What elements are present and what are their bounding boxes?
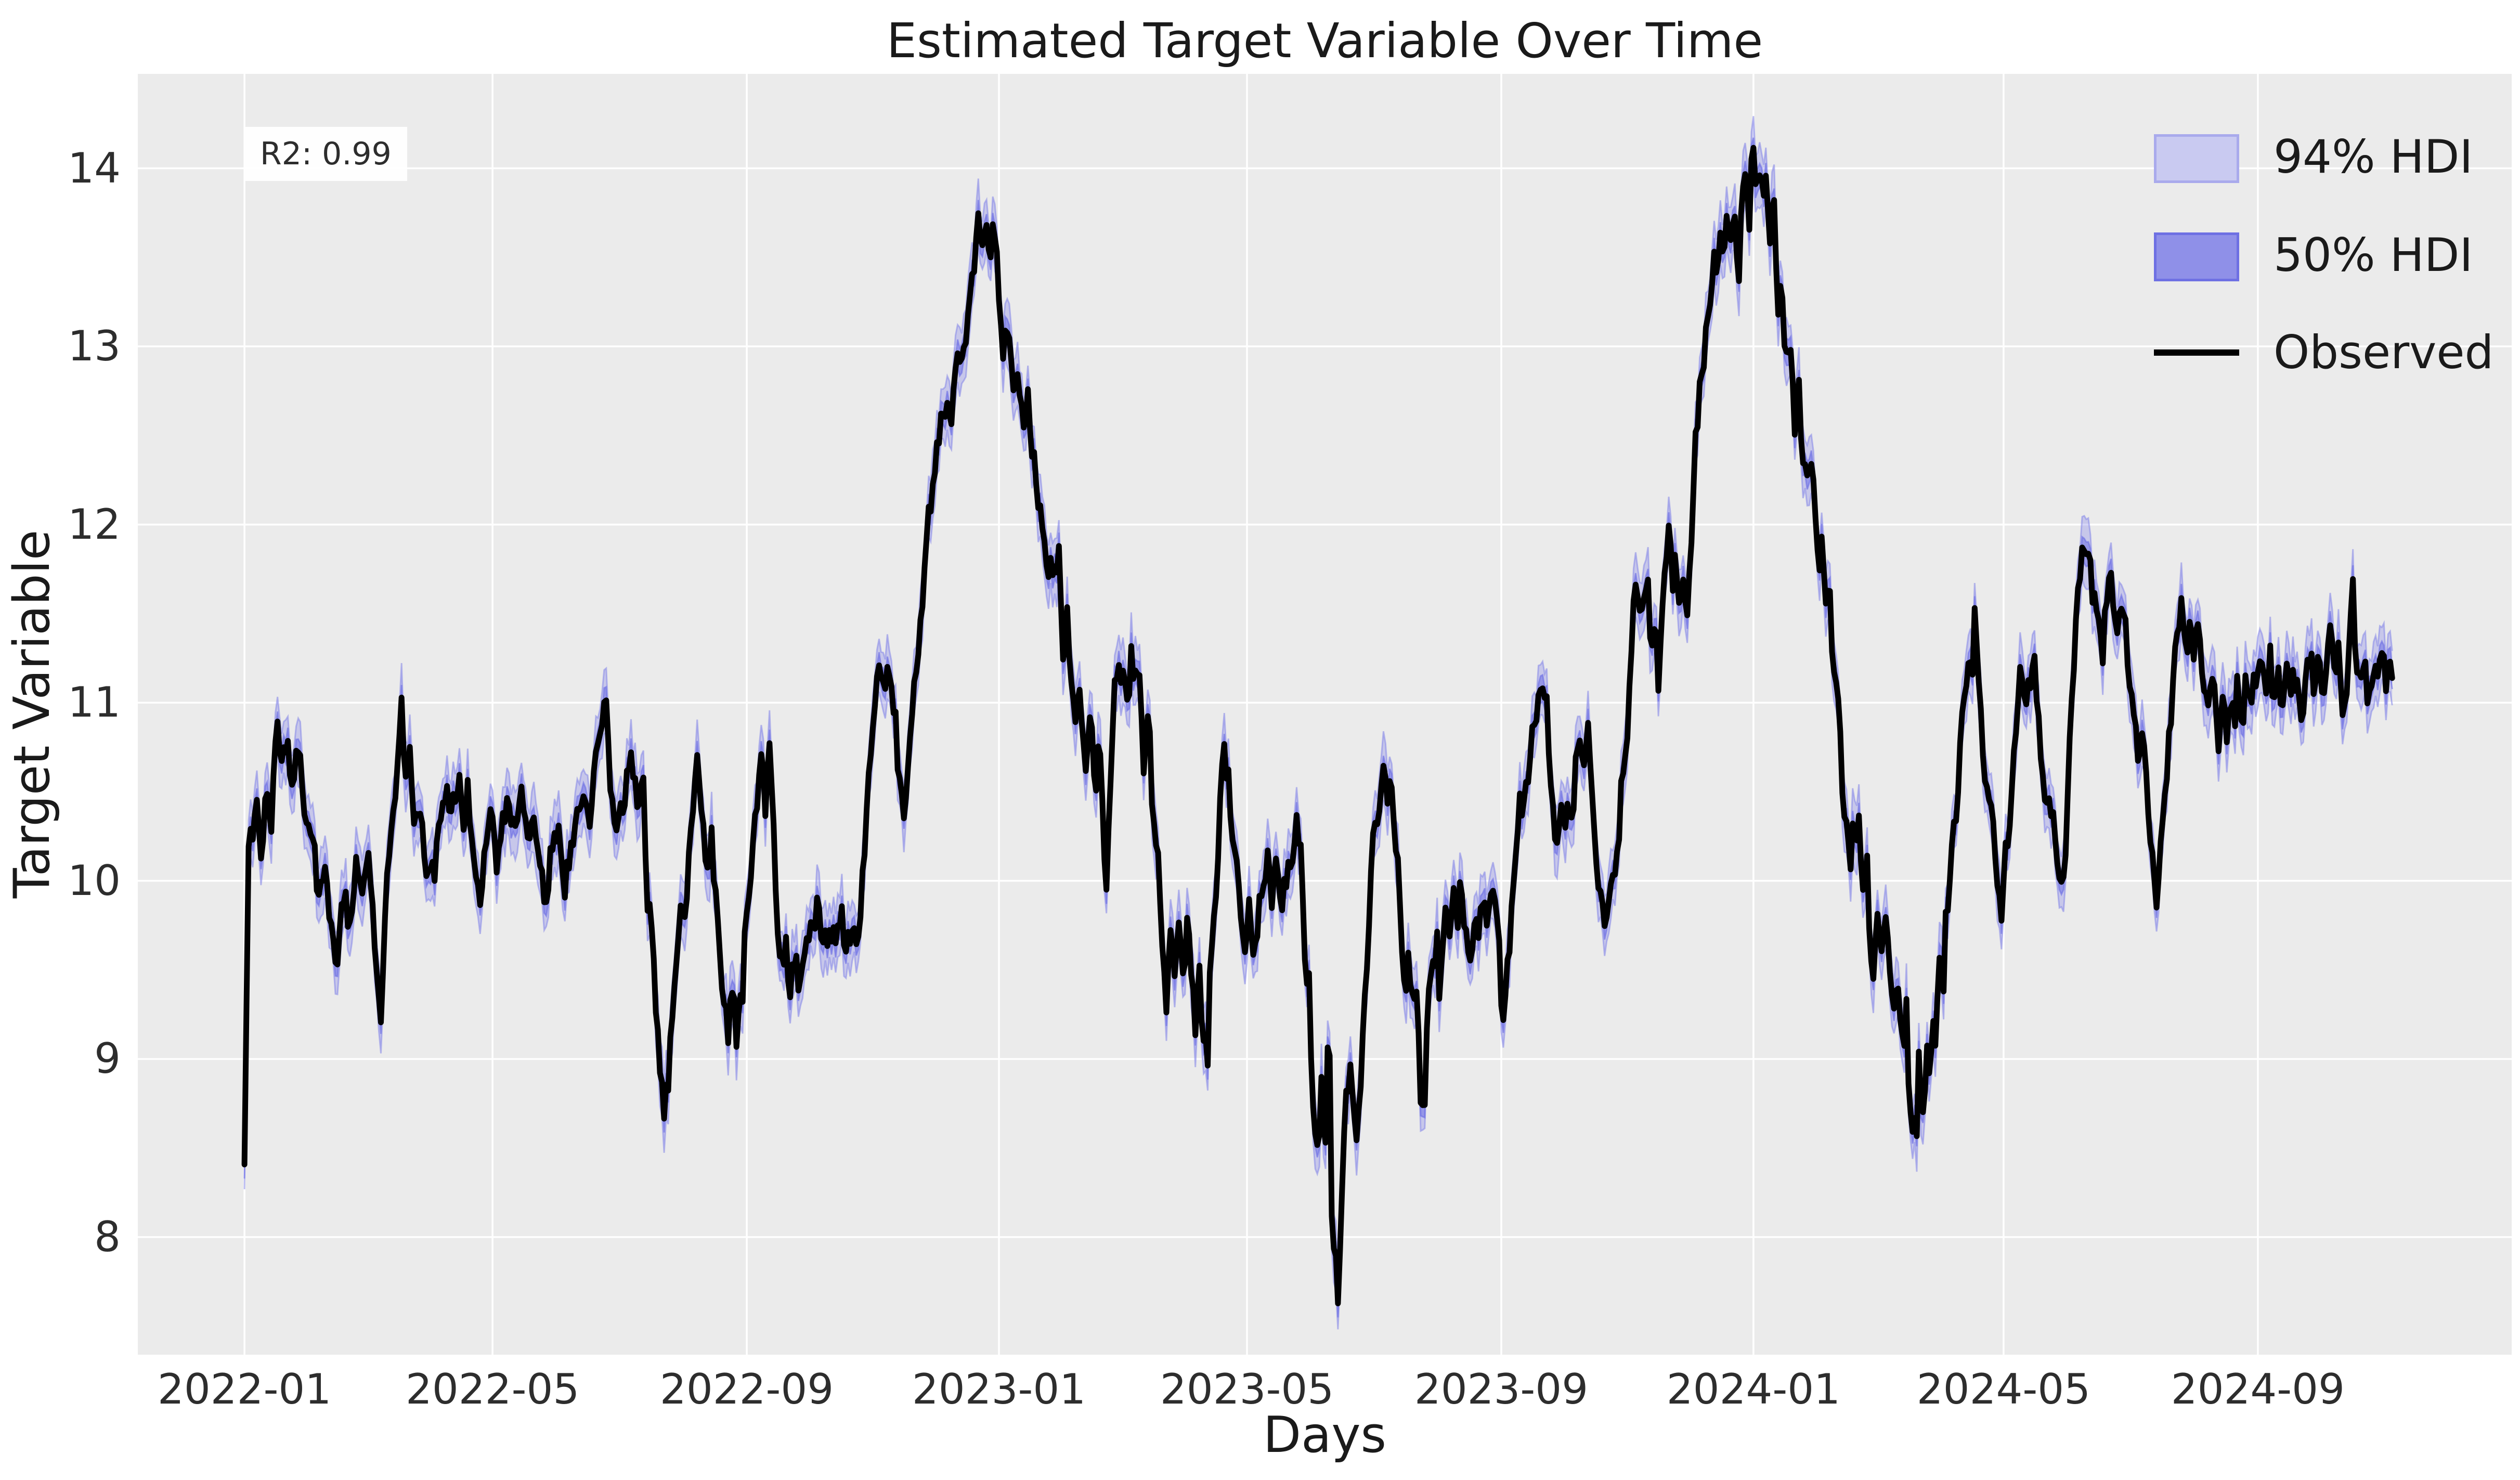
y-tick-label: 13 xyxy=(68,322,121,371)
x-tick-label: 2024-09 xyxy=(2171,1365,2345,1413)
y-tick-label: 10 xyxy=(68,856,121,905)
y-tick-label: 12 xyxy=(68,500,121,549)
x-tick-label: 2023-09 xyxy=(1414,1365,1589,1413)
x-tick-label: 2022-05 xyxy=(405,1365,580,1413)
chart-title: Estimated Target Variable Over Time xyxy=(886,13,1763,69)
x-tick-label: 2022-09 xyxy=(659,1365,834,1413)
chart-canvas xyxy=(138,74,2512,1355)
y-tick-label: 14 xyxy=(68,144,121,192)
y-tick-label: 8 xyxy=(94,1212,121,1261)
x-tick-label: 2023-01 xyxy=(912,1365,1086,1413)
x-tick-label: 2022-01 xyxy=(157,1365,332,1413)
x-tick-label: 2023-05 xyxy=(1160,1365,1334,1413)
x-tick-label: 2024-01 xyxy=(1666,1365,1841,1413)
y-tick-label: 11 xyxy=(68,678,121,727)
observed-line xyxy=(241,145,2395,1306)
y-tick-label: 9 xyxy=(94,1034,121,1083)
x-tick-label: 2024-05 xyxy=(1916,1365,2091,1413)
x-axis-label: Days xyxy=(1263,1407,1387,1464)
r2-annotation: R2: 0.99 xyxy=(244,127,407,181)
